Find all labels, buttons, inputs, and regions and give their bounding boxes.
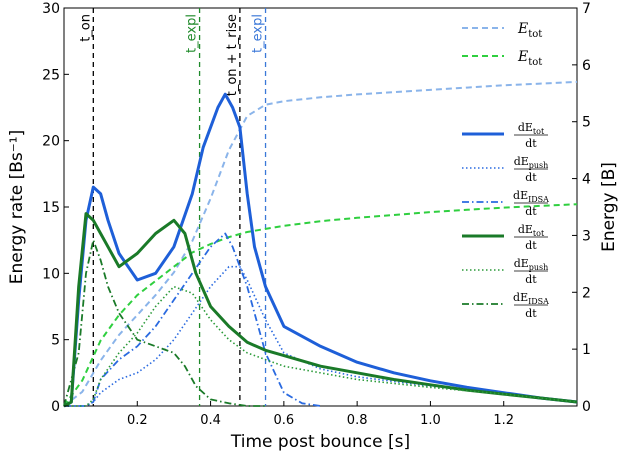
series-line-5 xyxy=(63,212,578,408)
y-tick-label-left: 25 xyxy=(42,67,60,83)
y-tick-label-right: 1 xyxy=(582,342,591,358)
series-layer xyxy=(63,80,578,408)
legend-label-den-2: dt xyxy=(525,137,537,150)
vline-label-2: t_on + t_rise xyxy=(225,14,240,96)
y-tick-label-right: 3 xyxy=(582,228,591,244)
legend-label-den-6: dt xyxy=(525,273,537,286)
y-tick-label-left: 0 xyxy=(51,399,60,415)
x-tick-label: 1.0 xyxy=(420,413,441,428)
legend-label-3: dEpush xyxy=(514,155,549,170)
y-tick-label-right: 4 xyxy=(582,172,591,188)
y-tick-label-right: 0 xyxy=(582,399,591,415)
y-axis-label-right: Energy [B] xyxy=(599,162,619,252)
legend-label-5: dEtot xyxy=(518,223,545,238)
series-line-3 xyxy=(64,265,578,407)
x-axis-label: Time post bounce [s] xyxy=(230,432,410,452)
legend-label-7: dEIDSA xyxy=(513,291,549,306)
vertical-markers: t_on t_expl t_on + t_rise t_expl xyxy=(78,8,267,406)
y-tick-label-right: 7 xyxy=(582,1,591,17)
y-tick-label-left: 10 xyxy=(42,266,60,282)
x-tick-label: 0.4 xyxy=(200,413,221,428)
series-line-1 xyxy=(63,203,578,407)
vline-label-3: t_expl xyxy=(251,14,266,53)
vline-label-1: t_expl xyxy=(185,14,200,53)
y-tick-label-left: 15 xyxy=(42,200,60,216)
legend-label-0: Etot xyxy=(517,21,542,40)
legend: EtotEtotdEtotdtdEpushdtdEIDSAdtdEtotdtdE… xyxy=(462,21,549,320)
legend-label-den-3: dt xyxy=(525,171,537,184)
series-line-7 xyxy=(63,239,266,407)
x-tick-label: 1.2 xyxy=(493,413,514,428)
legend-label-6: dEpush xyxy=(514,257,549,272)
x-tick-label: 0.8 xyxy=(347,413,368,428)
legend-label-2: dEtot xyxy=(518,121,545,136)
y-tick-label-right: 2 xyxy=(582,285,591,301)
legend-label-den-5: dt xyxy=(525,239,537,252)
vline-label-0: t_on xyxy=(78,14,93,42)
legend-label-1: Etot xyxy=(517,49,542,68)
series-line-0 xyxy=(63,80,578,407)
legend-label-den-7: dt xyxy=(525,307,537,320)
legend-label-den-4: dt xyxy=(525,205,537,218)
x-tick-label: 0.6 xyxy=(274,413,295,428)
y-tick-label-left: 30 xyxy=(42,1,60,17)
y-tick-label-right: 6 xyxy=(582,58,591,74)
y-tick-label-left: 20 xyxy=(42,134,60,150)
y-tick-label-right: 5 xyxy=(582,115,591,131)
legend-label-4: dEIDSA xyxy=(513,189,549,204)
x-tick-label: 0.2 xyxy=(127,413,148,428)
y-tick-label-left: 5 xyxy=(51,333,60,349)
y-axis-label-left: Energy rate [Bs⁻¹] xyxy=(7,130,27,284)
axes-layer: 0.2 0.4 0.6 0.8 1.0 1.2 0 5 10 15 20 25 30 0 1 2 3 4 5 6 7 xyxy=(42,1,591,428)
series-line-2 xyxy=(63,92,578,408)
